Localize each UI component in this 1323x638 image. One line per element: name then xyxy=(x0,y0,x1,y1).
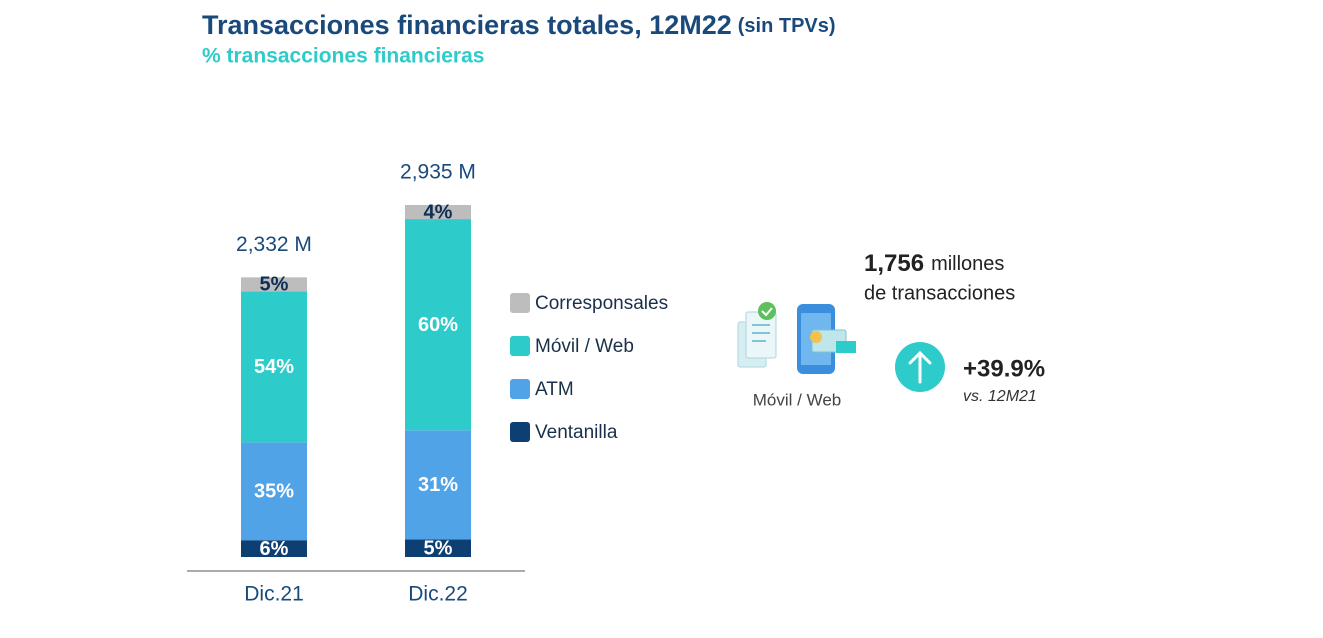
total-label: 2,935 M xyxy=(400,161,476,184)
bar-segment xyxy=(241,442,307,541)
legend-swatch xyxy=(510,422,530,442)
bar-segment xyxy=(405,205,471,220)
data-label: 31% xyxy=(418,474,458,496)
bar-segment xyxy=(405,539,471,557)
highlight-value: 1,756 millones xyxy=(864,250,1004,277)
legend-label: ATM xyxy=(535,379,574,400)
change-label: +39.9% xyxy=(963,355,1045,382)
data-label: 60% xyxy=(418,314,458,336)
bar-segment xyxy=(405,219,471,431)
bar-segment xyxy=(241,291,307,443)
data-label: 5% xyxy=(260,274,289,296)
data-label: 6% xyxy=(260,538,289,560)
title-main: Transacciones financieras totales, 12M22 xyxy=(202,10,732,40)
icon-label: Móvil / Web xyxy=(753,390,842,409)
up-arrow xyxy=(908,350,932,384)
bar-segment xyxy=(405,430,471,540)
legend-swatch xyxy=(510,293,530,313)
data-label: 35% xyxy=(254,481,294,503)
title-note: (sin TPVs) xyxy=(738,15,836,37)
highlight-unit-line2: de transacciones xyxy=(864,282,1015,304)
legend-label: Ventanilla xyxy=(535,422,618,443)
legend-swatch xyxy=(510,379,530,399)
mobile-web-icon xyxy=(737,302,856,374)
bar-segment xyxy=(241,540,307,557)
highlight-unit: millones xyxy=(931,253,1004,275)
highlight-number: 1,756 xyxy=(864,250,924,277)
legend-swatch xyxy=(510,336,530,356)
x-tick-label: Dic.21 xyxy=(244,583,304,606)
data-label: 54% xyxy=(254,356,294,378)
x-tick-label: Dic.22 xyxy=(408,583,468,606)
comparison-label: vs. 12M21 xyxy=(963,388,1037,405)
data-label: 4% xyxy=(424,201,453,223)
data-label: 5% xyxy=(424,537,453,559)
bar-segment xyxy=(241,277,307,292)
legend-label: Móvil / Web xyxy=(535,336,634,357)
chart-subtitle: % transacciones financieras xyxy=(202,45,484,68)
chart-title: Transacciones financieras totales, 12M22… xyxy=(202,10,836,40)
total-label: 2,332 M xyxy=(236,233,312,256)
legend-label: Corresponsales xyxy=(535,293,668,314)
